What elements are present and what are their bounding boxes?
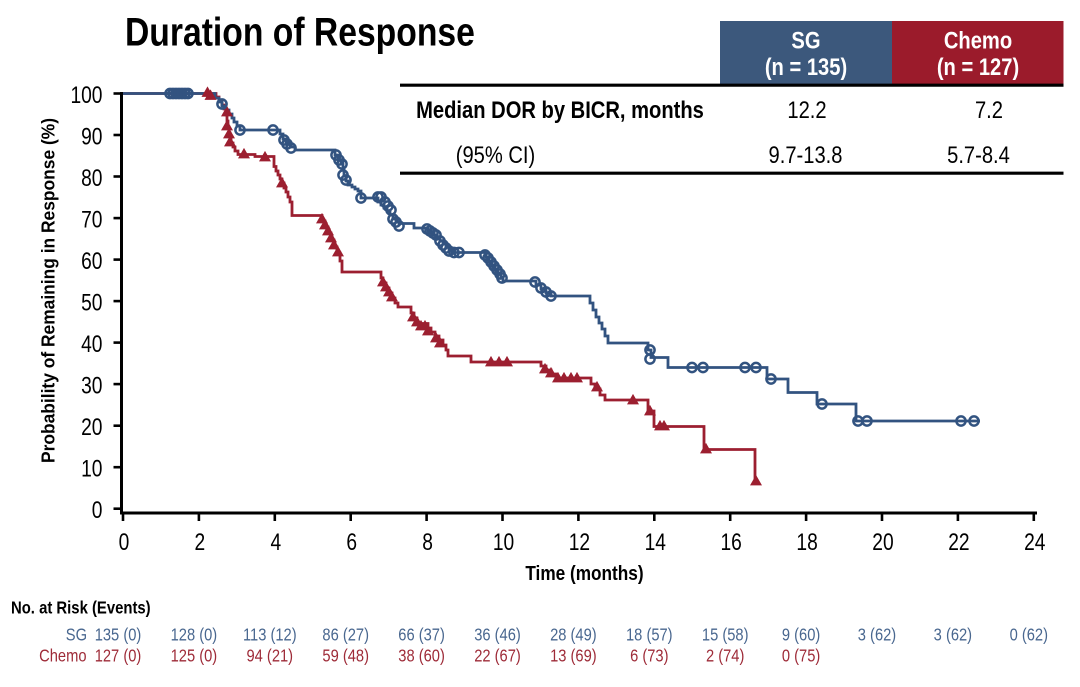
svg-text:28 (49): 28 (49): [550, 625, 597, 644]
svg-text:94 (21): 94 (21): [247, 646, 294, 665]
svg-text:18: 18: [796, 528, 817, 556]
svg-text:14: 14: [645, 528, 666, 556]
svg-text:135 (0): 135 (0): [95, 625, 142, 644]
svg-text:12: 12: [569, 528, 590, 556]
svg-text:50: 50: [81, 288, 102, 316]
svg-text:3 (62): 3 (62): [934, 625, 972, 644]
svg-text:Chemo: Chemo: [39, 646, 86, 665]
svg-text:113 (12): 113 (12): [243, 625, 297, 644]
svg-text:12.2: 12.2: [787, 96, 826, 123]
svg-text:0 (62): 0 (62): [1010, 625, 1048, 644]
svg-text:24: 24: [1024, 528, 1045, 556]
svg-text:15 (58): 15 (58): [702, 625, 749, 644]
svg-text:Probability of Remaining in Re: Probability of Remaining in Response (%): [39, 118, 59, 463]
svg-text:59 (48): 59 (48): [322, 646, 369, 665]
svg-text:2 (74): 2 (74): [706, 646, 744, 665]
svg-text:18 (57): 18 (57): [626, 625, 673, 644]
svg-text:(n = 127): (n = 127): [937, 53, 1019, 80]
svg-text:2: 2: [195, 528, 206, 556]
svg-text:66 (37): 66 (37): [398, 625, 445, 644]
svg-text:13 (69): 13 (69): [550, 646, 597, 665]
svg-text:22 (67): 22 (67): [474, 646, 521, 665]
svg-text:38 (60): 38 (60): [398, 646, 445, 665]
svg-text:80: 80: [81, 164, 102, 192]
svg-text:10: 10: [493, 528, 514, 556]
svg-text:0 (75): 0 (75): [782, 646, 820, 665]
svg-text:Median DOR by BICR, months: Median DOR by BICR, months: [416, 96, 704, 123]
svg-text:4: 4: [270, 528, 281, 556]
svg-text:70: 70: [81, 205, 102, 233]
svg-text:(n = 135): (n = 135): [765, 53, 847, 80]
svg-text:SG: SG: [66, 625, 87, 644]
svg-text:5.7-8.4: 5.7-8.4: [947, 141, 1010, 168]
svg-text:7.2: 7.2: [975, 96, 1003, 123]
svg-text:0: 0: [119, 528, 130, 556]
svg-text:SG: SG: [791, 27, 820, 54]
svg-text:127 (0): 127 (0): [95, 646, 142, 665]
svg-text:128 (0): 128 (0): [171, 625, 218, 644]
svg-text:0: 0: [92, 496, 103, 524]
svg-text:36 (46): 36 (46): [474, 625, 521, 644]
svg-text:30: 30: [81, 371, 102, 399]
svg-text:9 (60): 9 (60): [782, 625, 820, 644]
svg-text:3 (62): 3 (62): [858, 625, 896, 644]
svg-text:125 (0): 125 (0): [171, 646, 218, 665]
svg-text:6 (73): 6 (73): [630, 646, 668, 665]
svg-text:Chemo: Chemo: [944, 27, 1012, 54]
svg-text:Time (months): Time (months): [525, 563, 643, 586]
svg-text:100: 100: [70, 81, 102, 109]
svg-text:22: 22: [948, 528, 969, 556]
svg-text:60: 60: [81, 247, 102, 275]
svg-text:16: 16: [721, 528, 742, 556]
svg-text:No. at Risk (Events): No. at Risk (Events): [11, 598, 151, 617]
svg-text:20: 20: [872, 528, 893, 556]
svg-text:Duration of Response: Duration of Response: [125, 10, 475, 54]
svg-text:6: 6: [346, 528, 357, 556]
svg-text:40: 40: [81, 330, 102, 358]
svg-text:20: 20: [81, 413, 102, 441]
svg-text:90: 90: [81, 122, 102, 150]
svg-text:9.7-13.8: 9.7-13.8: [769, 141, 843, 168]
svg-text:(95% CI): (95% CI): [456, 141, 536, 168]
svg-text:8: 8: [422, 528, 433, 556]
svg-text:10: 10: [81, 454, 102, 482]
svg-text:86 (27): 86 (27): [322, 625, 369, 644]
